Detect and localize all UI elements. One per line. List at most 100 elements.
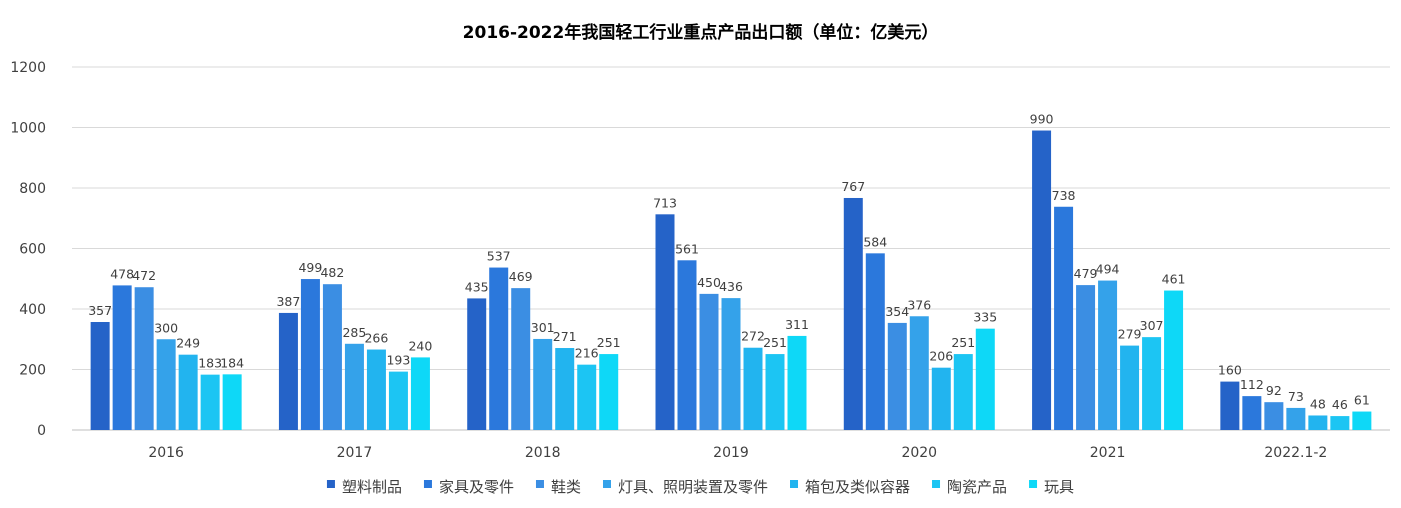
data-label: 251 (951, 335, 975, 350)
legend-label: 陶瓷产品 (947, 478, 1007, 496)
bar (1242, 396, 1262, 430)
bar (655, 214, 675, 430)
bar (677, 260, 697, 430)
x-tick-label: 2020 (901, 445, 937, 461)
x-tick-label: 2019 (713, 445, 749, 461)
bar (1032, 130, 1052, 430)
data-label: 376 (907, 297, 931, 312)
legend-swatch (932, 480, 941, 488)
bar (200, 374, 220, 430)
legend-label: 箱包及类似容器 (805, 478, 910, 496)
data-label: 184 (220, 355, 244, 370)
bar (1120, 345, 1140, 430)
bar (1142, 337, 1162, 430)
bar (743, 347, 763, 430)
data-label: 435 (465, 279, 489, 294)
data-label: 183 (198, 356, 222, 371)
data-label: 469 (509, 269, 533, 284)
data-label: 738 (1052, 188, 1076, 203)
legend-label: 鞋类 (551, 478, 581, 496)
data-label: 279 (1118, 327, 1142, 342)
legend-swatch (1029, 480, 1038, 488)
data-label: 249 (176, 336, 200, 351)
bar (1308, 415, 1328, 430)
bar (887, 322, 907, 430)
data-label: 271 (553, 329, 577, 344)
bar (467, 298, 487, 430)
y-tick-label: 800 (19, 181, 46, 197)
data-label: 436 (719, 279, 743, 294)
bar (787, 335, 807, 430)
legend-swatch (423, 480, 432, 488)
x-tick-label: 2022.1-2 (1264, 445, 1327, 461)
bar (1330, 416, 1350, 430)
legend-swatch (535, 480, 544, 488)
bar (1098, 280, 1118, 430)
bar (1054, 206, 1074, 430)
data-label: 713 (653, 195, 677, 210)
data-label: 160 (1218, 363, 1242, 378)
x-tick-label: 2017 (337, 445, 373, 461)
data-label: 92 (1266, 383, 1282, 398)
data-label: 193 (386, 353, 410, 368)
data-label: 216 (575, 346, 599, 361)
data-label: 584 (863, 234, 887, 249)
bar (975, 328, 995, 430)
bar (1264, 402, 1284, 430)
bar (366, 349, 386, 430)
bar (699, 293, 719, 430)
data-label: 537 (487, 249, 511, 264)
data-label: 272 (741, 329, 765, 344)
data-label: 266 (364, 331, 388, 346)
data-label: 767 (841, 179, 865, 194)
legend-swatch (602, 480, 611, 488)
bar (90, 322, 110, 430)
data-label: 478 (110, 266, 134, 281)
data-label: 251 (763, 335, 787, 350)
bar (222, 374, 242, 430)
data-label: 46 (1332, 397, 1348, 412)
bar (599, 354, 619, 430)
data-label: 300 (154, 320, 178, 335)
x-tick-label: 2016 (148, 445, 184, 461)
data-label: 251 (597, 335, 621, 350)
data-label: 240 (408, 338, 432, 353)
legend-label: 灯具、照明装置及零件 (618, 478, 768, 496)
legend-swatch (326, 480, 335, 488)
bar (865, 253, 885, 430)
bar (344, 343, 364, 430)
bar (178, 354, 198, 430)
data-label: 48 (1310, 396, 1326, 411)
data-label: 472 (132, 268, 156, 283)
data-label: 450 (697, 275, 721, 290)
bar (1076, 285, 1096, 430)
y-tick-label: 1000 (10, 121, 46, 137)
bar (533, 338, 553, 430)
data-label: 354 (885, 304, 909, 319)
bar (112, 285, 132, 430)
bar (322, 284, 342, 430)
data-label: 335 (973, 310, 997, 325)
bar (721, 298, 741, 430)
y-tick-label: 600 (19, 242, 46, 258)
data-label: 387 (276, 294, 300, 309)
bar (931, 367, 951, 430)
data-label: 561 (675, 241, 699, 256)
bar (843, 197, 863, 430)
bar (1164, 290, 1184, 430)
x-tick-label: 2021 (1090, 445, 1126, 461)
y-tick-label: 200 (19, 363, 46, 379)
y-tick-label: 1200 (10, 60, 46, 76)
data-label: 479 (1074, 266, 1098, 281)
bar (388, 371, 408, 430)
data-label: 307 (1140, 318, 1164, 333)
bar (410, 357, 430, 430)
legend-label: 家具及零件 (439, 478, 514, 496)
y-tick-label: 400 (19, 302, 46, 318)
x-tick-label: 2018 (525, 445, 561, 461)
data-label: 990 (1030, 112, 1054, 127)
bar (577, 364, 597, 430)
data-label: 482 (320, 265, 344, 280)
